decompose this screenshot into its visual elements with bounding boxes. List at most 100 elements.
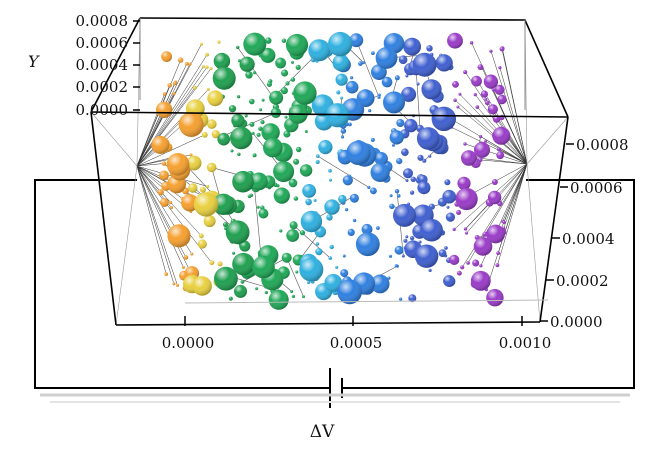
network-node: [396, 194, 401, 198]
network-node: [428, 268, 432, 272]
network-node: [178, 112, 204, 137]
electrode-line-left: [136, 87, 196, 167]
network-node: [176, 283, 179, 287]
network-node: [160, 198, 169, 207]
network-node: [496, 147, 501, 152]
network-node: [483, 74, 498, 89]
network-node: [350, 76, 354, 80]
network-node: [328, 168, 332, 173]
network-node: [328, 256, 333, 260]
network-node: [471, 75, 482, 87]
network-node: [217, 261, 223, 267]
network-edge: [221, 112, 277, 137]
x-tick-label: 0.0010: [499, 334, 552, 352]
network-node: [498, 66, 502, 70]
network-node: [396, 158, 403, 165]
network-node: [199, 42, 203, 46]
network-node: [349, 193, 359, 203]
network-node: [217, 132, 230, 146]
network-node: [491, 179, 498, 185]
network-node: [162, 92, 167, 96]
electrode-line-right: [461, 163, 528, 268]
electrode-line-right: [497, 163, 528, 266]
network-node: [269, 90, 284, 105]
network-node: [394, 75, 400, 81]
network-node: [281, 69, 289, 77]
network-node: [232, 252, 255, 276]
network-node: [212, 66, 236, 90]
electrode-line-right: [450, 118, 528, 165]
network-node: [228, 296, 233, 301]
network-node: [286, 229, 300, 242]
network-node: [266, 81, 272, 87]
network-node: [455, 187, 478, 211]
electrode-line-left: [136, 165, 195, 280]
network-node: [247, 194, 252, 199]
electrode-line-left: [136, 165, 184, 268]
network-node: [446, 205, 450, 209]
network-node: [438, 249, 447, 257]
network-node: [259, 108, 263, 112]
network-node: [399, 297, 403, 301]
network-node: [348, 122, 352, 127]
network-node: [417, 154, 424, 161]
network-node: [420, 218, 443, 242]
network-node: [305, 198, 312, 206]
network-node: [234, 284, 247, 298]
network-node: [156, 101, 173, 119]
network-node: [447, 32, 463, 49]
x-tick-label: 0.0005: [330, 334, 383, 352]
network-node: [167, 82, 172, 88]
network-node: [449, 254, 460, 265]
network-node: [376, 226, 380, 230]
network-node: [307, 280, 311, 284]
network-node: [375, 47, 398, 69]
network-node: [486, 289, 504, 307]
network-node: [296, 146, 302, 153]
network-node: [258, 126, 263, 131]
network-node: [410, 190, 415, 195]
network-node: [484, 100, 490, 106]
network-node: [225, 220, 250, 245]
network-node: [367, 185, 371, 189]
network-node: [253, 71, 257, 75]
network-node: [426, 45, 433, 52]
network-node: [188, 183, 198, 193]
network-node: [263, 137, 283, 158]
network-node: [417, 181, 431, 195]
network-node: [261, 98, 265, 102]
network-node: [243, 32, 267, 56]
network-node: [340, 135, 345, 139]
network-node: [256, 205, 260, 209]
z-tick-label: 0.0002: [556, 272, 609, 290]
network-node: [452, 227, 456, 231]
network-edge: [237, 47, 276, 100]
network-node: [370, 187, 377, 195]
network-node: [185, 61, 189, 66]
network-node: [260, 47, 276, 63]
z-tick-label: 0.0004: [562, 230, 615, 248]
network-node: [299, 257, 324, 282]
x-axis: 0.0000 0.0005 0.0010: [162, 316, 552, 352]
network-node: [315, 248, 323, 256]
network-node: [414, 244, 439, 268]
network-node: [290, 77, 296, 82]
network-node: [465, 231, 468, 235]
network-node: [340, 96, 344, 100]
network-node: [273, 187, 290, 204]
network-node: [159, 170, 169, 181]
electrode-line-left: [115, 165, 138, 326]
network-node: [377, 95, 381, 99]
network-node: [151, 135, 170, 154]
network-node: [370, 162, 390, 182]
network-node: [463, 70, 468, 75]
network-node: [293, 81, 317, 105]
electrode-line-right: [451, 127, 528, 165]
network-node: [281, 252, 292, 263]
electrode-line-left: [136, 66, 204, 167]
circuit-wire-left: [34, 179, 330, 389]
network-node: [299, 230, 306, 236]
network-node: [347, 228, 355, 236]
network-node: [458, 92, 462, 96]
